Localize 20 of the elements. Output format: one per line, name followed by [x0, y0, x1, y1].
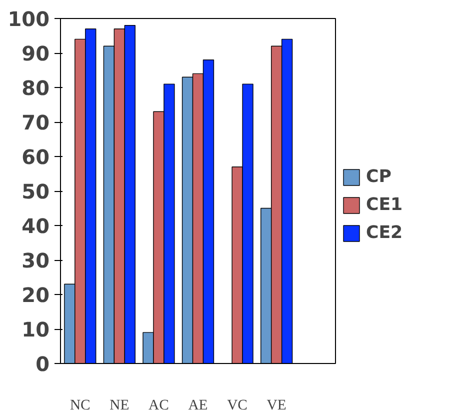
- y-tick-label: 70: [22, 110, 50, 134]
- y-tick-label: 0: [36, 352, 50, 376]
- x-tick-label: NC: [70, 398, 90, 414]
- x-tick-label: AE: [188, 398, 208, 414]
- y-tick-label: 50: [22, 180, 50, 204]
- y-tick-label: 30: [22, 248, 50, 272]
- y-tick-label: 60: [22, 145, 50, 169]
- y-tick-label: 20: [22, 283, 50, 307]
- x-tick-label: AC: [148, 398, 169, 414]
- y-tick-label: 10: [22, 318, 50, 342]
- legend-label: CE2: [366, 223, 404, 243]
- x-tick-label: VC: [227, 398, 248, 414]
- legend-label: CE1: [366, 195, 404, 215]
- legend-label: CP: [366, 167, 392, 187]
- y-tick-label: 100: [8, 7, 50, 31]
- x-tick-label: VE: [266, 398, 286, 414]
- y-tick-label: 40: [22, 214, 50, 238]
- y-tick-label: 80: [22, 76, 50, 100]
- x-tick-label: NE: [110, 398, 130, 414]
- y-tick-label: 90: [22, 42, 50, 66]
